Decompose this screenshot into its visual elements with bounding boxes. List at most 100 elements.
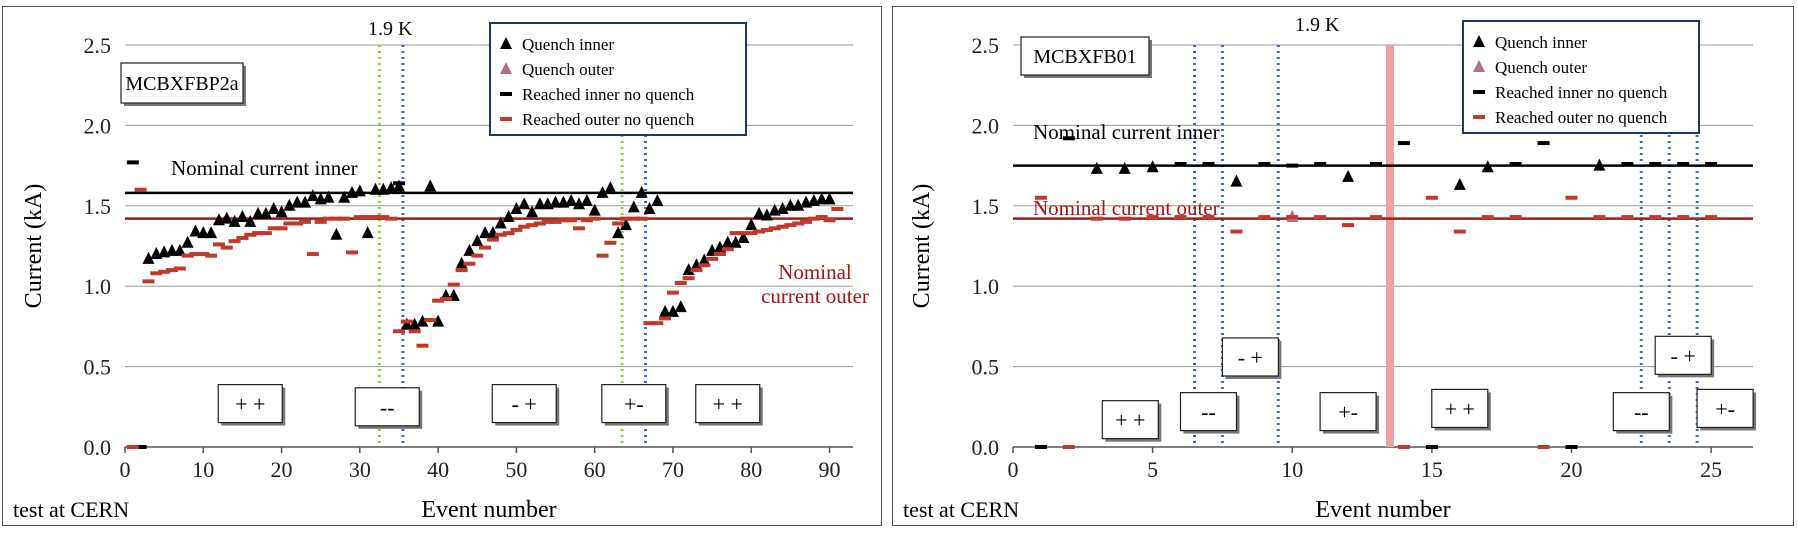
data-point-reached-outer bbox=[416, 343, 429, 348]
data-point-reached-outer bbox=[212, 242, 225, 247]
data-point-reached-outer bbox=[479, 245, 492, 250]
x-tick-label: 40 bbox=[427, 457, 449, 482]
data-point-quench-inner bbox=[721, 235, 734, 248]
data-point-reached-inner bbox=[1621, 161, 1634, 166]
data-point-quench-inner bbox=[189, 224, 202, 237]
data-point-quench-inner bbox=[236, 210, 249, 223]
data-point-quench-inner bbox=[643, 202, 656, 215]
data-point-reached-outer bbox=[604, 240, 617, 245]
data-point-quench-inner bbox=[776, 202, 789, 215]
x-tick-label: 0 bbox=[120, 457, 131, 482]
data-point-reached-outer bbox=[400, 319, 413, 324]
x-tick-label: 30 bbox=[349, 457, 371, 482]
data-point-reached-outer bbox=[306, 252, 319, 257]
polarity-box bbox=[1319, 392, 1377, 432]
data-point-reached-outer bbox=[1649, 215, 1662, 220]
data-point-quench-inner bbox=[588, 203, 601, 216]
x-tick-label: 70 bbox=[662, 457, 684, 482]
data-point-reached-outer bbox=[807, 216, 820, 221]
data-point-reached-outer bbox=[698, 263, 711, 268]
data-point-reached-outer bbox=[236, 235, 249, 240]
data-point-reached-outer bbox=[643, 321, 656, 326]
legend-label: Quench inner bbox=[522, 35, 614, 54]
legend-label: Quench outer bbox=[1495, 58, 1587, 77]
data-point-quench-inner bbox=[322, 190, 335, 203]
data-point-reached-outer bbox=[674, 280, 687, 285]
magnet-label: MCBXFB01 bbox=[1033, 46, 1136, 68]
data-point-reached-outer bbox=[392, 329, 405, 334]
x-tick-label: 10 bbox=[192, 457, 214, 482]
data-point-reached-outer bbox=[1090, 216, 1103, 221]
data-point-quench-inner bbox=[400, 317, 413, 330]
data-point-quench-inner bbox=[353, 184, 366, 197]
data-point-quench-inner bbox=[259, 206, 272, 219]
data-point-reached-outer bbox=[588, 216, 601, 221]
polarity-label: +- bbox=[1338, 400, 1358, 425]
y-tick-label: 1.5 bbox=[84, 194, 112, 219]
y-tick-label: 0.5 bbox=[972, 355, 1000, 380]
data-point-quench-inner bbox=[252, 206, 265, 219]
data-point-quench-inner bbox=[1481, 160, 1494, 173]
data-point-reached-outer bbox=[1034, 195, 1047, 200]
data-point-reached-outer bbox=[267, 226, 280, 231]
data-point-reached-inner bbox=[1314, 161, 1327, 166]
data-point-quench-inner bbox=[228, 214, 241, 227]
data-point-reached-outer bbox=[1425, 195, 1438, 200]
legend-marker bbox=[1473, 60, 1485, 72]
data-point-reached-outer bbox=[439, 297, 452, 302]
data-point-reached-outer bbox=[181, 253, 194, 258]
polarity-box bbox=[491, 383, 557, 424]
data-point-reached-outer bbox=[346, 250, 359, 255]
data-point-quench-inner bbox=[432, 314, 445, 327]
data-point-quench-inner bbox=[737, 230, 750, 243]
data-point-reached-outer bbox=[533, 221, 546, 226]
data-point-reached-outer bbox=[385, 216, 398, 221]
data-point-quench-inner bbox=[197, 226, 210, 239]
data-point-quench-inner bbox=[1453, 177, 1466, 190]
data-point-quench-inner bbox=[1593, 158, 1606, 171]
x-tick-label: 10 bbox=[1281, 457, 1303, 482]
data-point-reached-inner bbox=[1286, 163, 1299, 168]
polarity-label: +- bbox=[624, 392, 644, 417]
data-point-reached-inner bbox=[1649, 161, 1662, 166]
data-point-quench-inner bbox=[502, 210, 515, 223]
data-point-quench-inner bbox=[369, 182, 382, 195]
data-point-quench-inner bbox=[604, 181, 617, 194]
data-point-reached-outer bbox=[800, 219, 813, 224]
data-point-quench-inner bbox=[659, 304, 672, 317]
data-point-reached-outer bbox=[659, 316, 672, 321]
data-point-quench-inner bbox=[338, 190, 351, 203]
y-axis-label: Current (kA) bbox=[21, 184, 47, 309]
data-point-reached-outer bbox=[784, 223, 797, 228]
data-point-reached-outer bbox=[1677, 215, 1690, 220]
data-point-quench-inner bbox=[1342, 169, 1355, 182]
y-tick-label: 0.0 bbox=[84, 435, 112, 460]
data-point-quench-inner bbox=[666, 304, 679, 317]
data-point-reached-inner bbox=[1034, 445, 1047, 449]
polarity-box bbox=[1221, 337, 1279, 377]
data-point-reached-outer bbox=[377, 215, 390, 220]
reference-label: Nominal bbox=[778, 260, 852, 284]
data-point-reached-outer bbox=[424, 317, 437, 322]
data-point-reached-outer bbox=[1146, 215, 1159, 220]
data-point-reached-outer bbox=[173, 266, 186, 271]
x-tick-label: 20 bbox=[271, 457, 293, 482]
data-point-reached-outer bbox=[252, 231, 265, 236]
data-point-quench-inner bbox=[815, 192, 828, 205]
data-point-quench-inner bbox=[760, 208, 773, 221]
legend-label: Reached outer no quench bbox=[522, 110, 695, 129]
data-point-quench-inner bbox=[573, 197, 586, 210]
magnet-label: MCBXFBP2a bbox=[125, 73, 238, 95]
x-tick-label: 80 bbox=[740, 457, 762, 482]
legend-box bbox=[1462, 20, 1700, 134]
data-point-quench-inner bbox=[267, 202, 280, 215]
data-point-reached-outer bbox=[1370, 215, 1383, 220]
data-point-reached-outer bbox=[314, 219, 327, 224]
y-tick-label: 2.0 bbox=[84, 113, 112, 138]
data-point-reached-outer bbox=[486, 237, 499, 242]
polarity-label: + + bbox=[235, 392, 265, 417]
data-point-reached-outer bbox=[361, 215, 374, 220]
data-point-quench-inner bbox=[518, 197, 531, 210]
data-point-reached-outer bbox=[189, 252, 202, 257]
magnet-label-box bbox=[1020, 36, 1150, 76]
